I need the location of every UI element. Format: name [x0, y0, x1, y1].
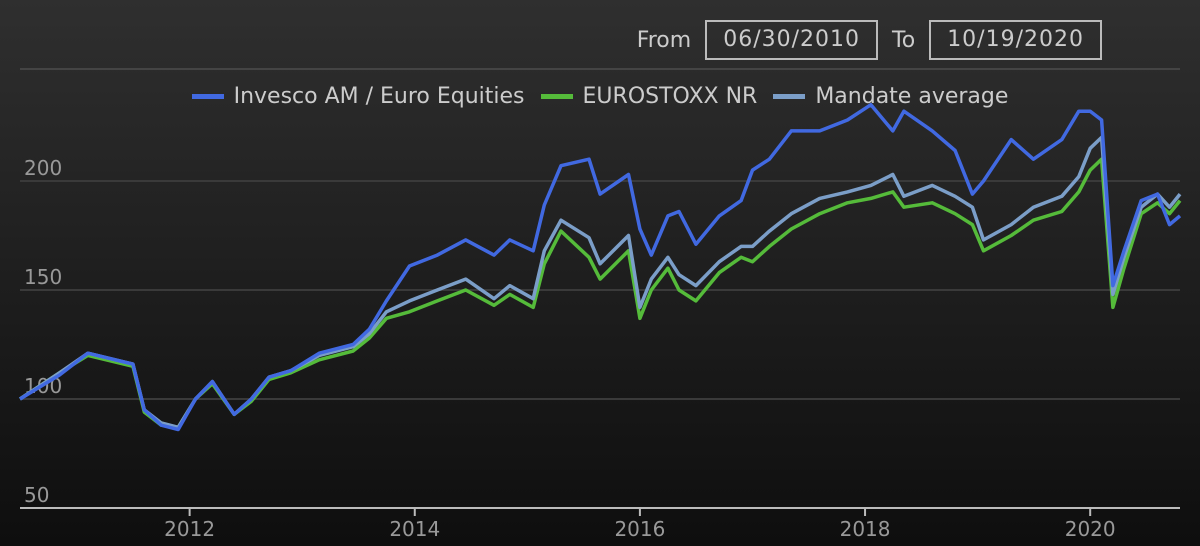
x-tick-label: 2014	[389, 517, 440, 541]
from-label: From	[636, 27, 692, 53]
legend-item-eurostoxx[interactable]: EUROSTOXX NR	[540, 84, 758, 109]
x-tick-label: 2020	[1065, 517, 1116, 541]
legend-swatch	[773, 94, 806, 99]
legend-swatch	[191, 94, 224, 99]
legend: Invesco AM / Euro Equities EUROSTOXX NR …	[0, 84, 1200, 109]
legend-swatch	[540, 94, 573, 99]
series-line-invesco-am-euro-equities	[19, 102, 1182, 432]
x-tick-label: 2018	[840, 517, 891, 541]
legend-item-mandate[interactable]: Mandate average	[773, 84, 1008, 109]
legend-label: EUROSTOXX NR	[582, 84, 758, 109]
legend-label: Mandate average	[815, 84, 1009, 109]
y-tick-label: 50	[24, 483, 49, 507]
y-tick-label: 200	[24, 156, 62, 180]
legend-label: Invesco AM / Euro Equities	[233, 84, 525, 109]
to-date-input[interactable]: 10/19/2020	[929, 20, 1102, 60]
date-range: From 06/30/2010 To 10/19/2020	[637, 20, 1102, 60]
separator	[20, 68, 1180, 70]
x-tick-label: 2016	[614, 517, 665, 541]
to-label: To	[892, 27, 916, 53]
y-tick-label: 150	[24, 265, 62, 289]
from-date-input[interactable]: 06/30/2010	[705, 20, 879, 60]
series-line-eurostoxx-nr	[19, 157, 1182, 430]
legend-item-invesco[interactable]: Invesco AM / Euro Equities	[191, 84, 525, 109]
x-tick-label: 2012	[164, 517, 215, 541]
